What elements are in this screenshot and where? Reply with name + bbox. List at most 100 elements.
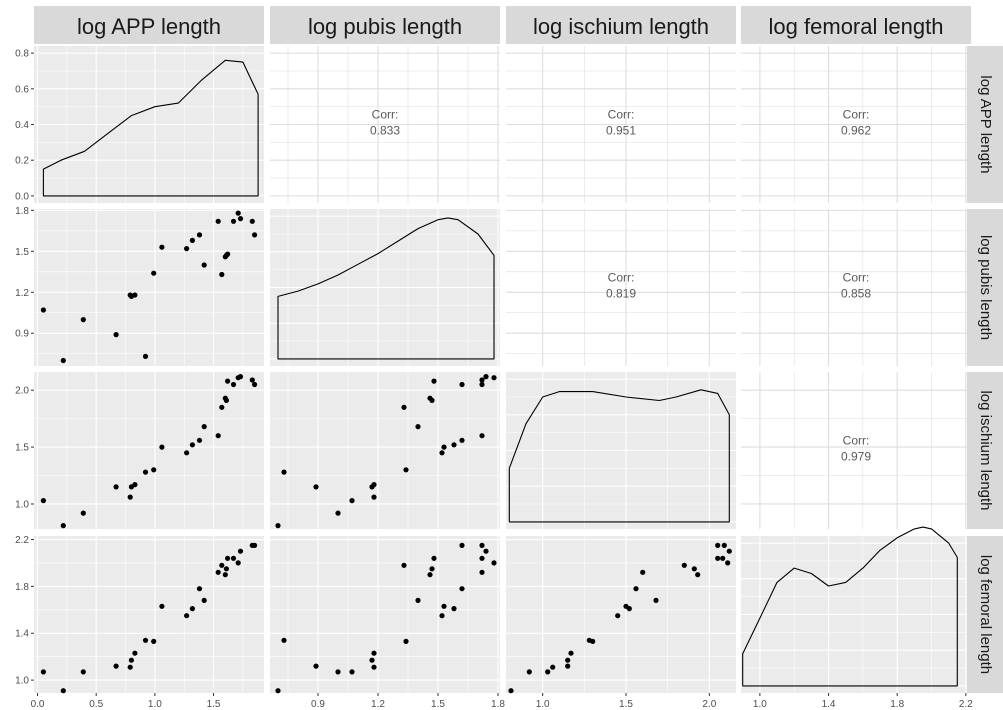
scatter-point: [313, 663, 319, 669]
scatter-point: [196, 232, 203, 238]
scatter-point: [483, 374, 489, 380]
scatter-point: [615, 613, 621, 619]
scatter-point: [715, 555, 721, 561]
scatter-point: [275, 523, 281, 529]
corr-value: 0.962: [841, 124, 871, 138]
scatter-point: [508, 688, 514, 694]
scatter-point: [80, 317, 86, 323]
x-tick-label: 2.0: [702, 699, 716, 710]
strip-right-label: log pubis length: [977, 235, 994, 340]
scatter-point: [222, 572, 228, 578]
strip-right-femoral: [967, 536, 1003, 693]
scatter-point: [431, 555, 437, 561]
strip-top-label: log femoral length: [769, 14, 944, 39]
scatter-point: [726, 548, 732, 554]
data-marks: Corr: 0.833 Corr: 0.951 Corr: 0.962 Corr: 0.819…: [40, 59, 958, 694]
y-tick-label: 1.8: [15, 206, 29, 217]
y-tick-label: 1.0: [15, 676, 29, 687]
axis-ticks: 0.0 0.2 0.4 0.6 0.8 1.2 1.5 1.8 0.9 1.0 1.5 2.0 1.0 1…: [15, 49, 973, 710]
scatter-point: [223, 566, 229, 572]
scatter-point: [235, 560, 241, 566]
scatter-point: [189, 442, 195, 448]
y-tick-label: 2.0: [15, 386, 29, 397]
density-curve-femoral: [742, 526, 958, 687]
panel-3-1: [270, 536, 500, 693]
scatter-point: [230, 381, 237, 388]
scatter-point: [626, 606, 632, 612]
x-tick-label: 1.5: [207, 699, 221, 710]
scatter-point: [526, 669, 532, 675]
x-tick-label: 2.2: [959, 699, 973, 710]
corr-label: Corr:: [843, 271, 870, 285]
facet-strips: log APP length log pubis length log ischiu…: [34, 6, 1003, 693]
scatter-point: [491, 560, 497, 566]
scatter-point: [441, 444, 447, 450]
density-curve-pubis: [277, 217, 495, 360]
scatter-point: [371, 494, 377, 500]
scatter-point: [225, 251, 231, 257]
scatter-point: [349, 498, 355, 504]
grid-lines: [34, 46, 971, 693]
scatter-point: [401, 404, 407, 410]
scatter-point: [252, 381, 258, 388]
scatter-point: [479, 381, 485, 388]
density-curve-app: [42, 59, 259, 197]
scatter-point: [60, 357, 66, 364]
panel-1-2: [506, 209, 736, 366]
scatter-point: [159, 603, 165, 609]
y-tick-label: 2.2: [15, 535, 29, 546]
scatter-point: [142, 637, 149, 643]
strip-top-label: log pubis length: [308, 14, 462, 39]
scatter-point: [40, 307, 47, 313]
scatter-point: [225, 378, 231, 384]
scatter-point: [371, 650, 377, 656]
corr-label: Corr:: [608, 271, 635, 285]
scatter-point: [132, 292, 138, 298]
scatter-point: [184, 246, 190, 252]
scatter-point: [60, 523, 66, 529]
scatter-point: [142, 353, 149, 359]
y-tick-label: 1.0: [15, 499, 29, 510]
corr-value: 0.819: [606, 287, 636, 301]
scatter-point: [113, 332, 119, 338]
panel-2-1: [270, 372, 500, 529]
scatter-point: [127, 664, 133, 670]
corr-label: Corr:: [843, 108, 870, 122]
scatter-point: [60, 688, 66, 694]
scatter-point: [479, 377, 485, 383]
scatter-point: [252, 232, 258, 238]
scatter-point: [132, 482, 138, 488]
scatter-point: [479, 433, 485, 439]
scatter-point: [715, 542, 721, 549]
x-tick-label: 0.0: [31, 699, 45, 710]
scatter-point: [189, 237, 195, 243]
y-tick-label: 1.8: [15, 582, 29, 593]
scatter-point: [281, 469, 287, 475]
scatter-point: [427, 572, 433, 578]
scatter-point: [196, 586, 203, 592]
scatter-point: [196, 437, 203, 443]
x-tick-label: 1.4: [822, 699, 836, 710]
strip-right-pubis: [967, 209, 1003, 366]
scatter-point: [113, 663, 119, 669]
panel-backgrounds: [34, 46, 971, 693]
scatter-point: [237, 374, 244, 380]
scatter-point: [159, 444, 165, 450]
x-tick-label: 1.5: [431, 699, 445, 710]
y-tick-label: 0.0: [15, 191, 29, 202]
scatter-point: [184, 613, 190, 619]
strip-top-ischium: [506, 6, 736, 44]
scatter-point: [459, 381, 465, 388]
scatter-point: [159, 244, 165, 250]
scatter-point: [691, 566, 697, 572]
strip-top-femoral: [741, 6, 971, 44]
scatter-point: [401, 562, 407, 568]
scatter-point: [201, 424, 207, 430]
panel-1-3: [741, 209, 971, 366]
corr-label: Corr:: [843, 434, 870, 448]
x-tick-label: 0.9: [311, 699, 325, 710]
y-tick-label: 0.2: [15, 156, 29, 167]
scatter-point: [223, 397, 229, 403]
x-tick-label: 1.0: [753, 699, 767, 710]
